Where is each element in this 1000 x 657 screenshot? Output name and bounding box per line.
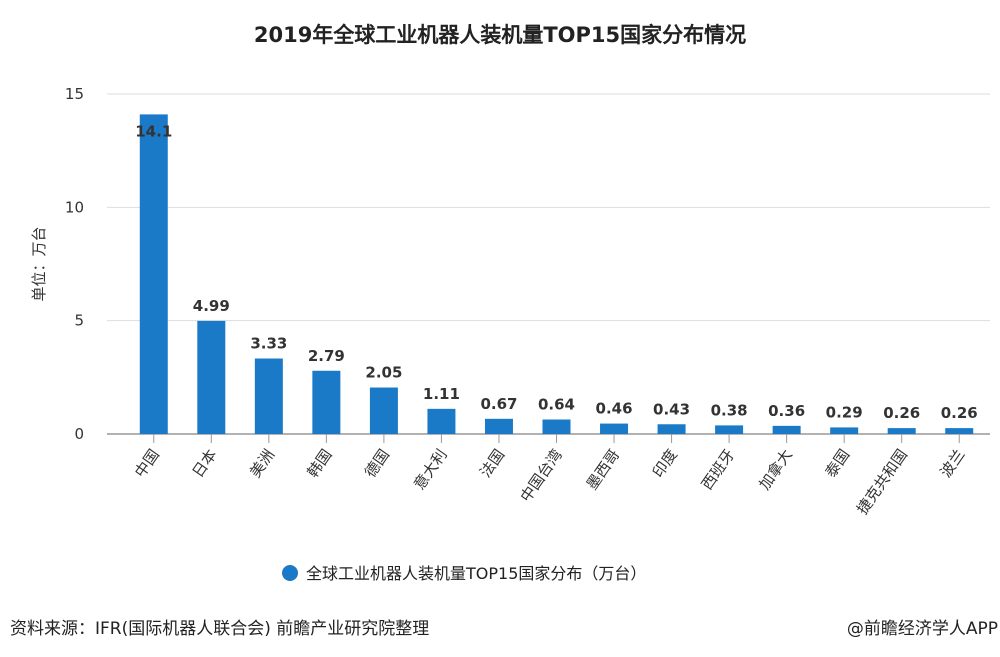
x-tick-label: 波兰 (937, 446, 969, 481)
data-label: 0.38 (711, 401, 748, 419)
x-tick-label: 日本 (189, 446, 221, 481)
x-tick-label: 法国 (476, 446, 508, 481)
y-tick-label: 0 (74, 425, 84, 443)
data-label: 14.1 (135, 122, 172, 140)
bar (254, 358, 283, 434)
x-tick-label: 墨西哥 (583, 446, 624, 493)
data-label: 0.29 (826, 403, 863, 421)
bar (484, 418, 513, 434)
bar (657, 424, 686, 434)
y-tick-label: 5 (74, 312, 84, 330)
bar (715, 425, 744, 434)
x-tick-label: 捷克共和国 (853, 446, 911, 518)
bar-chart: 2019年全球工业机器人装机量TOP15国家分布情况 单位：万台 0 5 10 15 1… (30, 23, 990, 583)
chart-title: 2019年全球工业机器人装机量TOP15国家分布情况 (254, 23, 746, 47)
x-tick-label: 泰国 (821, 446, 853, 481)
data-label: 2.79 (308, 347, 345, 365)
data-label: 0.64 (538, 395, 575, 413)
data-label: 0.46 (596, 400, 633, 418)
x-tick-label: 中国台湾 (517, 446, 566, 505)
source-note: 资料来源：IFR(国际机器人联合会) 前瞻产业研究院整理 (10, 619, 430, 639)
bar (197, 320, 226, 434)
data-label: 3.33 (250, 335, 287, 353)
data-label: 4.99 (193, 297, 230, 315)
data-label: 0.36 (768, 402, 805, 420)
x-tick-label: 加拿大 (755, 446, 796, 493)
bar (542, 419, 571, 434)
data-label: 0.26 (883, 404, 920, 422)
bar (887, 428, 916, 434)
x-tick-label: 韩国 (304, 446, 336, 481)
bar (830, 427, 859, 434)
y-tick-label: 15 (65, 85, 84, 103)
bar (600, 423, 629, 434)
data-label: 0.43 (653, 400, 690, 418)
x-tick-label: 西班牙 (698, 446, 739, 493)
bar (427, 408, 456, 434)
x-tick-label: 德国 (361, 446, 393, 481)
x-tick-label: 印度 (649, 446, 681, 481)
legend-marker (282, 565, 298, 581)
bar (312, 370, 341, 434)
x-tick-label: 意大利 (410, 446, 451, 493)
credit: @前瞻经济学人APP (846, 619, 998, 639)
data-label: 2.05 (365, 364, 402, 382)
y-axis-label: 单位：万台 (30, 226, 48, 301)
x-tick-label: 中国 (131, 446, 163, 481)
data-label: 0.26 (941, 404, 978, 422)
data-label: 0.67 (480, 395, 517, 413)
x-tick-label: 美洲 (246, 446, 278, 481)
y-tick-label: 10 (65, 198, 84, 216)
legend-label: 全球工业机器人装机量TOP15国家分布（万台） (306, 564, 646, 583)
bar (772, 425, 801, 434)
bar (139, 114, 168, 435)
data-label: 1.11 (423, 385, 460, 403)
bar (369, 387, 398, 434)
bar (945, 428, 974, 434)
